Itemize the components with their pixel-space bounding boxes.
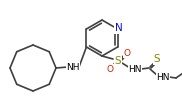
Text: HN: HN: [128, 64, 142, 73]
Text: HN: HN: [156, 72, 170, 81]
Text: S: S: [115, 56, 121, 66]
Text: O: O: [124, 49, 130, 57]
Text: O: O: [106, 64, 114, 73]
Text: NH: NH: [66, 62, 80, 71]
Text: N: N: [115, 23, 122, 33]
Text: S: S: [154, 54, 160, 64]
